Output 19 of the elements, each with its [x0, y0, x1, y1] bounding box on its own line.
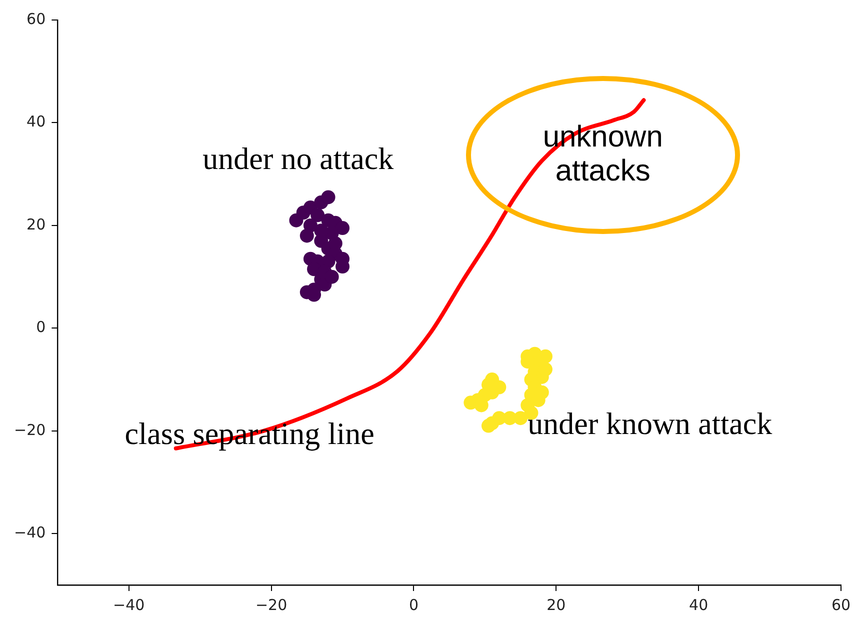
y-tick-label: −40 — [14, 524, 46, 542]
point — [300, 228, 314, 243]
y-tick-label: 60 — [26, 10, 46, 28]
y-tick-label: −20 — [14, 420, 46, 439]
point — [328, 236, 342, 250]
x-tick-label: −20 — [255, 596, 288, 614]
x-tick-label: 0 — [408, 596, 418, 614]
x-tick-label: −40 — [113, 596, 145, 614]
y-tick-label: 0 — [36, 318, 46, 336]
annotation: under known attack — [528, 406, 773, 441]
point — [321, 190, 336, 204]
x-tick-label: 40 — [689, 596, 708, 614]
y-tick-label: 20 — [26, 215, 46, 234]
annotation: under no attack — [202, 140, 394, 176]
point — [481, 418, 496, 433]
x-tick-label: 20 — [546, 596, 566, 614]
x-tick-label: 60 — [831, 596, 851, 614]
y-tick-label: 40 — [26, 112, 46, 131]
point — [336, 221, 350, 236]
